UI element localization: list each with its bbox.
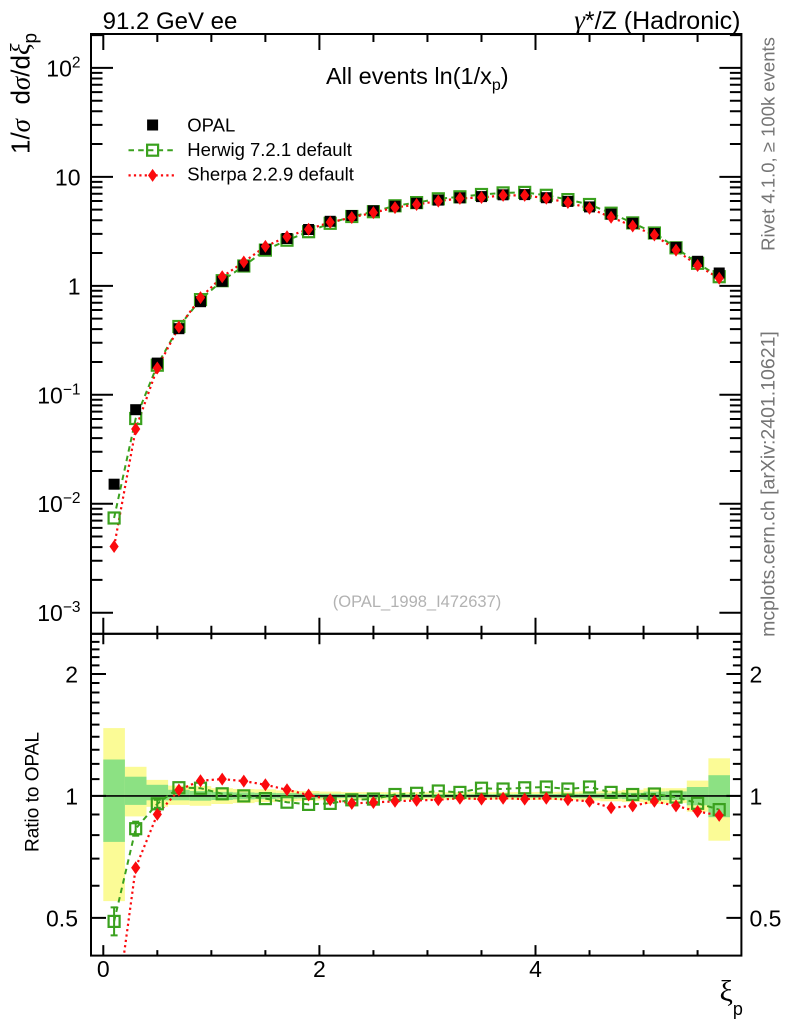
svg-text:γ*/Z (Hadronic): γ*/Z (Hadronic) xyxy=(574,5,740,35)
svg-text:OPAL: OPAL xyxy=(187,114,235,135)
svg-text:1: 1 xyxy=(65,783,78,809)
svg-text:91.2 GeV ee: 91.2 GeV ee xyxy=(103,8,238,35)
svg-text:Sherpa 2.2.9 default: Sherpa 2.2.9 default xyxy=(187,164,354,185)
svg-text:Ratio to OPAL: Ratio to OPAL xyxy=(23,732,44,852)
svg-text:102: 102 xyxy=(46,54,80,81)
svg-text:0.5: 0.5 xyxy=(750,905,782,931)
svg-text:(OPAL_1998_I472637): (OPAL_1998_I472637) xyxy=(333,593,502,611)
svg-text:Herwig 7.2.1 default: Herwig 7.2.1 default xyxy=(187,139,352,160)
svg-text:All events ln(1/xp): All events ln(1/xp) xyxy=(326,63,509,94)
svg-text:mcplots.cern.ch [arXiv:2401.10: mcplots.cern.ch [arXiv:2401.10621] xyxy=(758,331,780,637)
svg-text:Rivet 4.1.0, ≥ 100k events: Rivet 4.1.0, ≥ 100k events xyxy=(758,37,779,251)
svg-text:1: 1 xyxy=(750,783,763,809)
svg-text:4: 4 xyxy=(529,956,542,982)
svg-text:10: 10 xyxy=(55,164,81,190)
svg-text:0.5: 0.5 xyxy=(46,905,78,931)
svg-text:2: 2 xyxy=(65,661,78,687)
svg-text:0: 0 xyxy=(97,956,110,982)
svg-text:1: 1 xyxy=(68,273,81,299)
svg-text:2: 2 xyxy=(313,956,326,982)
svg-text:2: 2 xyxy=(750,661,763,687)
